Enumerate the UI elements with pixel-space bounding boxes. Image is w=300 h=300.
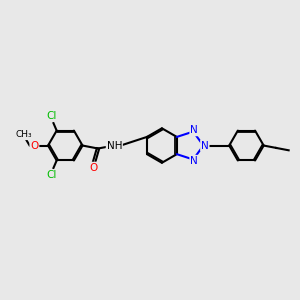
Text: O: O xyxy=(89,163,98,172)
Text: methoxy: methoxy xyxy=(23,134,30,135)
Text: N: N xyxy=(190,156,198,166)
Text: CH₃: CH₃ xyxy=(15,130,32,139)
Text: N: N xyxy=(190,125,198,135)
Text: O: O xyxy=(30,140,38,151)
Text: Cl: Cl xyxy=(46,111,56,121)
Text: N: N xyxy=(201,140,209,151)
Text: Cl: Cl xyxy=(46,170,56,180)
Text: NH: NH xyxy=(106,141,122,151)
